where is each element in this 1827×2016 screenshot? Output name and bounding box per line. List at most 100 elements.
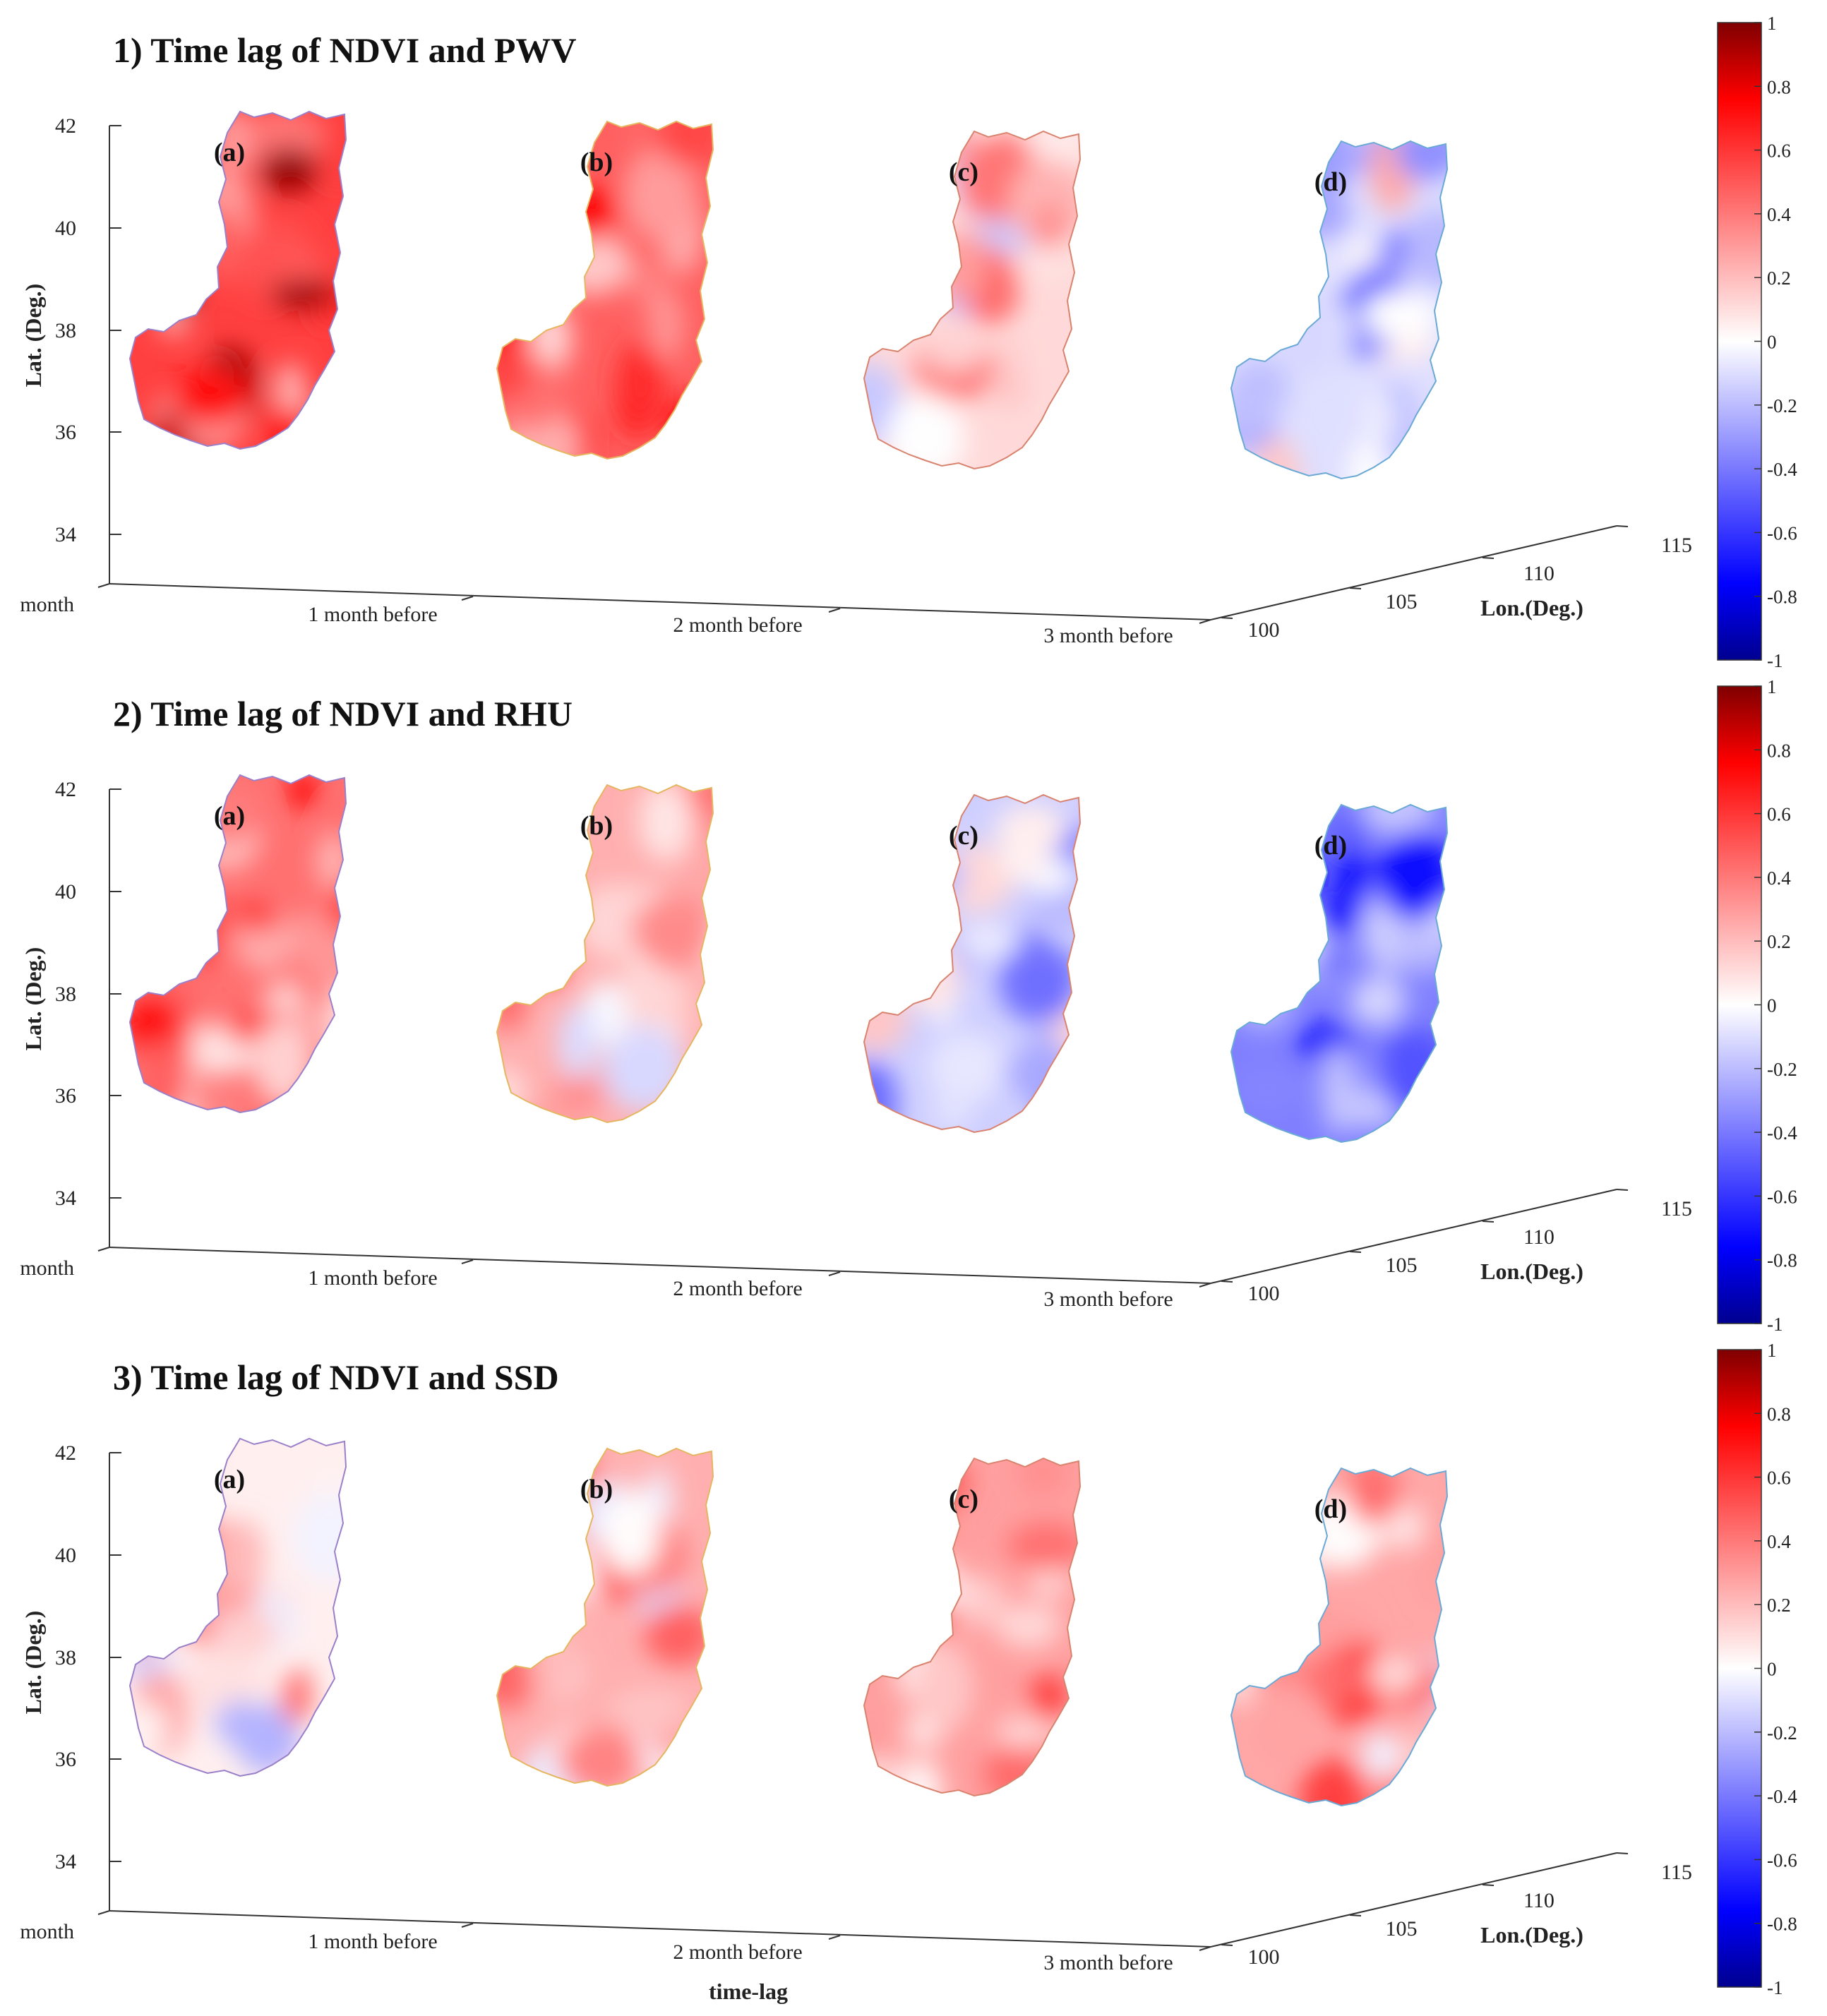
- colorbar-tick-label: -0.6: [1767, 1849, 1797, 1871]
- lat-tick-label: 42: [55, 1441, 76, 1465]
- lon-axis-label: Lon.(Deg.): [1480, 1922, 1583, 1948]
- lag-tick-mark: [461, 596, 474, 601]
- lat-tick-label: 36: [55, 421, 76, 444]
- panel-3: 3) Time lag of NDVI and SSD 42 40 38 36 34 Lat…: [20, 1340, 1797, 1998]
- colorbar-tick-label: 0.6: [1767, 140, 1791, 162]
- lat-tick-label: 40: [55, 217, 76, 240]
- colorbar-tick-label: 0.6: [1767, 804, 1791, 825]
- region-outline: [1230, 140, 1449, 480]
- lag-axis-line: [109, 1910, 1211, 1948]
- correlation-map-d: [1230, 140, 1449, 480]
- region-outline: [128, 110, 347, 450]
- map-blob: [497, 1448, 561, 1483]
- lon-axis-line: [1210, 1189, 1617, 1284]
- map-blob: [1418, 1515, 1447, 1603]
- lon-tick-mark: [1349, 587, 1362, 589]
- map-blob: [994, 804, 1068, 857]
- lat-tick-label: 36: [55, 1748, 76, 1771]
- lag-tick-mark: [1199, 1946, 1211, 1951]
- lon-tick-label: 105: [1386, 590, 1418, 613]
- lag-tick-mark: [97, 1910, 110, 1915]
- map-blob: [130, 112, 176, 161]
- map-blob: [497, 1448, 541, 1493]
- map-blob: [1055, 1725, 1080, 1787]
- lon-tick-label: 110: [1523, 1889, 1555, 1912]
- map-blob: [889, 851, 966, 903]
- subplot-label: (d): [1314, 167, 1347, 197]
- map-blob: [145, 1439, 206, 1477]
- lon-axis-label: Lon.(Deg.): [1480, 595, 1583, 620]
- colorbar: [1717, 685, 1762, 1324]
- colorbar-tick-label: 0.4: [1767, 204, 1791, 225]
- lag-axis-line: [109, 1247, 1211, 1284]
- map-blob: [885, 856, 926, 908]
- lag-tick-label: 3 month before: [1043, 624, 1173, 647]
- map-blob: [880, 1517, 954, 1597]
- colorbar-tick-label: -0.4: [1767, 1122, 1797, 1144]
- map-blob: [900, 1762, 942, 1796]
- map-blob: [1416, 424, 1447, 479]
- colorbar-tick-label: 0.6: [1767, 1468, 1791, 1489]
- map-blob: [1346, 1468, 1401, 1526]
- map-blob: [505, 785, 556, 836]
- subplot-label: (d): [1314, 1494, 1347, 1524]
- region-outline: [496, 120, 714, 460]
- colorbar-tick-label: 1: [1767, 676, 1777, 697]
- map-blob: [253, 1019, 314, 1106]
- lon-axis-line: [1210, 1852, 1617, 1948]
- map-variation: [1231, 805, 1447, 1135]
- lat-tick-label: 38: [55, 983, 76, 1006]
- region-outline: [1230, 1467, 1449, 1807]
- colorbar-tick-label: -0.6: [1767, 1186, 1797, 1207]
- map-blob: [1233, 1065, 1304, 1112]
- map-blob: [174, 1528, 219, 1568]
- region-outline: [128, 774, 347, 1114]
- map-blob: [1245, 1571, 1322, 1645]
- map-blob: [632, 894, 713, 971]
- lon-tick-label: 100: [1248, 1282, 1280, 1305]
- lat-axis-label: Lat. (Deg.): [20, 947, 46, 1051]
- region-outline: [1230, 803, 1449, 1144]
- map-blob: [1272, 1545, 1316, 1590]
- colorbar-tick-label: -1: [1767, 650, 1783, 671]
- subplot-label: (c): [949, 1484, 978, 1514]
- subplot-label: (b): [580, 1475, 613, 1504]
- map-blob: [212, 1518, 265, 1592]
- panel-title: 1) Time lag of NDVI and PWV: [113, 30, 577, 70]
- lag-tick-label: 3 month before: [1043, 1288, 1173, 1311]
- colorbar-tick-label: 1: [1767, 1340, 1777, 1361]
- colorbar-tick-label: 0.8: [1767, 1403, 1791, 1424]
- map-blob: [864, 1754, 913, 1796]
- lag-tick-label: 3 month before: [1043, 1951, 1173, 1974]
- map-blob: [901, 131, 931, 167]
- colorbar-tick-label: 0.8: [1767, 76, 1791, 97]
- lag-tick-mark: [1199, 619, 1211, 624]
- lon-tick-label: 105: [1386, 1254, 1418, 1277]
- map-blob: [617, 961, 683, 1026]
- panel-1: 1) Time lag of NDVI and PWV 42 40 38 36 34 Lat…: [20, 13, 1797, 671]
- lag-tick-label: 1 month before: [308, 603, 437, 626]
- lag-tick-mark: [828, 1935, 841, 1940]
- lon-tick-label: 105: [1386, 1917, 1418, 1940]
- map-blob: [518, 213, 578, 247]
- map-blob: [497, 1631, 541, 1710]
- subplot-label: (c): [949, 821, 978, 851]
- time-lag-axis-label: time-lag: [709, 1979, 788, 2004]
- lon-tick-label: 110: [1523, 562, 1555, 585]
- correlation-map-c: [863, 130, 1082, 470]
- lon-tick-mark: [1221, 1280, 1233, 1283]
- lon-tick-label: 100: [1248, 618, 1280, 642]
- lag-tick-mark: [1199, 1283, 1211, 1288]
- map-blob: [497, 1067, 526, 1122]
- colorbar-tick-label: -1: [1767, 1314, 1783, 1335]
- lag-tick-label: month: [20, 593, 74, 616]
- subplot-label: (c): [949, 157, 978, 187]
- map-blob: [1394, 141, 1447, 180]
- map-blob: [656, 121, 713, 167]
- map-blob: [1362, 291, 1439, 341]
- map-blob: [1231, 1549, 1288, 1580]
- map-blob: [186, 1641, 265, 1720]
- colorbar-tick-label: -0.8: [1767, 587, 1797, 608]
- map-blob: [130, 1588, 159, 1666]
- map-blob: [864, 840, 935, 899]
